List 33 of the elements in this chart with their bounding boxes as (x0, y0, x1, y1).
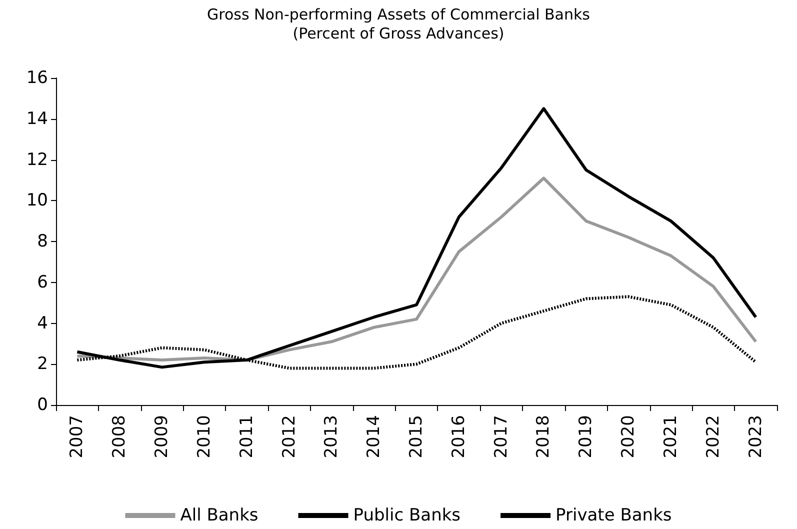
legend-label: Public Banks (353, 506, 461, 526)
x-tick-label: 2019 (576, 415, 596, 458)
x-tick-label: 2013 (322, 415, 342, 458)
y-tick-label: 4 (37, 313, 48, 334)
x-tick-label: 2014 (364, 415, 384, 458)
x-tick-label: 2011 (236, 415, 257, 458)
x-tick-label: 2023 (746, 415, 766, 458)
legend-label: All Banks (180, 506, 258, 526)
y-tick-label: 16 (26, 68, 48, 88)
line-series (76, 176, 758, 362)
x-tick-label: 2016 (448, 415, 469, 458)
x-tick-label: 2018 (534, 415, 554, 458)
x-tick-label: 2021 (660, 415, 681, 458)
legend-label: Private Banks (556, 506, 672, 526)
y-tick-label: 10 (26, 190, 48, 211)
x-tick-label: 2010 (194, 415, 214, 458)
line-series (76, 107, 758, 369)
y-tick-label: 8 (37, 232, 48, 252)
y-tick-label: 6 (37, 272, 48, 292)
x-tick-label: 2017 (491, 415, 512, 458)
x-tick-label: 2009 (152, 415, 172, 458)
y-tick-label: 14 (26, 108, 48, 129)
x-tick-label: 2022 (703, 415, 724, 458)
x-tick-label: 2020 (618, 415, 639, 458)
x-tick-label: 2012 (279, 415, 300, 458)
x-tick-label: 2015 (406, 415, 426, 458)
x-tick-label: 2007 (67, 415, 88, 458)
chart-subtitle: (Percent of Gross Advances) (292, 24, 504, 42)
y-tick-label: 12 (26, 150, 48, 170)
x-tick-label: 2008 (110, 415, 130, 458)
y-tick-label: 0 (37, 395, 48, 415)
chart-title: Gross Non-performing Assets of Commercial Banks (207, 6, 590, 24)
y-tick-label: 2 (37, 354, 48, 374)
